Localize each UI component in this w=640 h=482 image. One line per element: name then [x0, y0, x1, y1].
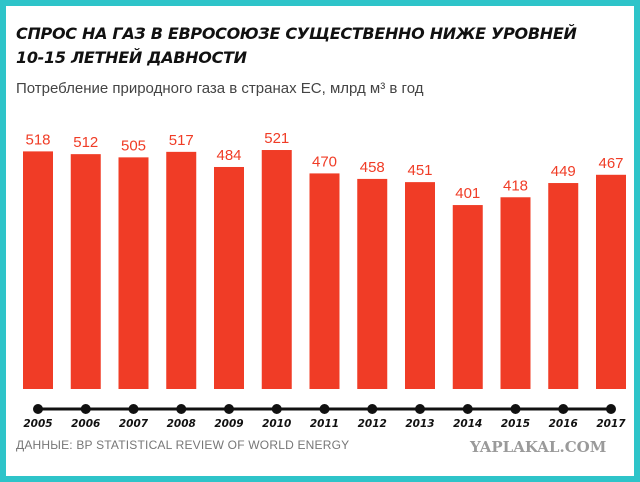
x-tick-label: 2017	[596, 418, 626, 430]
x-tick-label: 2009	[214, 418, 243, 430]
source-note: ДАННЫЕ: BP STATISTICAL REVIEW OF WORLD E…	[16, 438, 350, 452]
timeline-dot	[367, 404, 378, 414]
data-label: 451	[407, 162, 432, 179]
bar	[452, 205, 483, 389]
bar	[261, 150, 292, 389]
bar	[405, 182, 435, 389]
x-tick-label: 2005	[23, 418, 52, 430]
x-tick-label: 2008	[167, 418, 196, 430]
x-tick-label: 2016	[549, 418, 578, 430]
chart-subtitle: Потребление природного газа в странах ЕС…	[16, 80, 424, 97]
data-label: 505	[121, 137, 146, 154]
timeline-dot	[224, 404, 234, 414]
timeline-dot	[415, 404, 425, 414]
data-label: 512	[73, 134, 98, 151]
timeline-dot	[271, 404, 282, 414]
data-label: 458	[360, 159, 385, 176]
watermark: YAPLAKAL.COM	[470, 438, 607, 456]
timeline-dot	[128, 404, 139, 414]
data-label: 484	[216, 147, 241, 164]
timeline-dot	[606, 404, 616, 414]
title-line-1: СПРОС НА ГАЗ В ЕВРОСОЮЗЕ СУЩЕСТВЕННО НИЖ…	[16, 24, 577, 43]
bar	[118, 157, 149, 389]
bar	[23, 151, 53, 389]
x-tick-label: 2011	[310, 418, 339, 430]
chart-title: СПРОС НА ГАЗ В ЕВРОСОЮЗЕ СУЩЕСТВЕННО НИЖ…	[16, 22, 616, 70]
bar	[166, 151, 197, 389]
data-label: 418	[503, 177, 528, 194]
data-label: 467	[598, 155, 623, 172]
timeline-dot	[462, 404, 473, 414]
data-label: 518	[25, 131, 50, 148]
x-tick-label: 2007	[119, 418, 149, 430]
data-label: 470	[312, 153, 337, 170]
timeline-dot	[558, 404, 569, 414]
data-label: 521	[264, 130, 289, 147]
x-tick-label: 2010	[262, 418, 291, 430]
x-tick-label: 2006	[71, 418, 100, 430]
data-label: 401	[455, 185, 480, 202]
timeline-dot	[80, 404, 91, 414]
bar	[214, 166, 244, 389]
bar	[357, 178, 388, 389]
data-label: 449	[551, 163, 576, 180]
timeline-dot	[176, 404, 187, 414]
x-tick-label: 2015	[501, 418, 530, 430]
bar	[596, 174, 626, 389]
bar	[500, 197, 531, 389]
timeline-dot	[510, 404, 521, 414]
bar	[309, 173, 340, 389]
title-line-2: 10-15 ЛЕТНЕЙ ДАВНОСТИ	[16, 48, 247, 67]
x-tick-label: 2014	[453, 418, 482, 430]
timeline-dot	[319, 404, 330, 414]
timeline-dot	[33, 404, 43, 414]
data-label: 517	[169, 132, 194, 149]
x-tick-label: 2013	[405, 418, 434, 430]
bar	[548, 183, 579, 389]
x-tick-label: 2012	[358, 418, 387, 430]
bar	[70, 154, 101, 389]
